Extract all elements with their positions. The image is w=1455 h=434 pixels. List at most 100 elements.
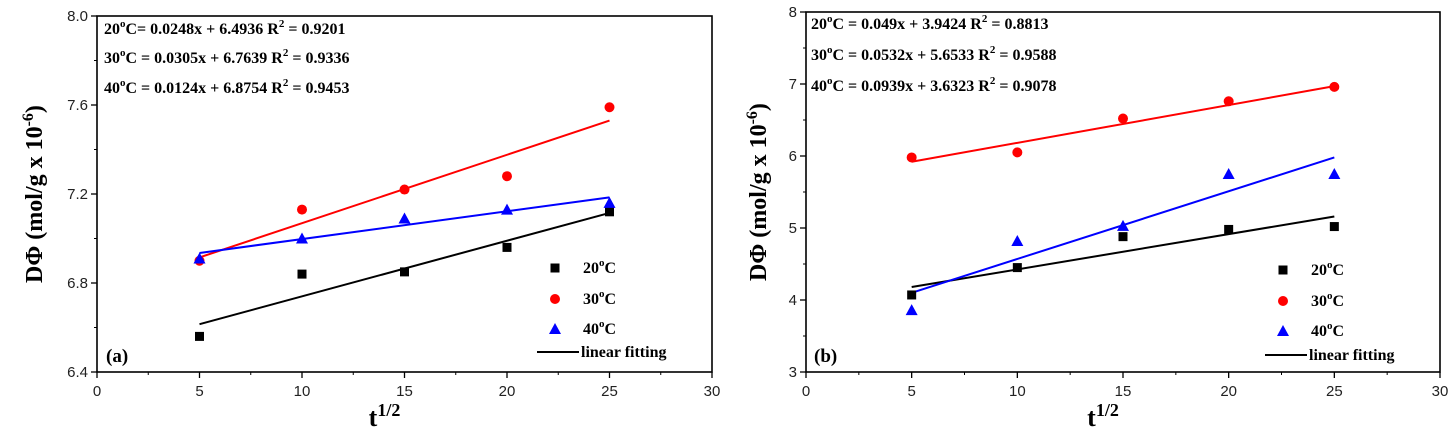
equation-temp: 30 bbox=[811, 47, 827, 64]
data-point-30C bbox=[297, 204, 307, 215]
data-point-40C bbox=[1222, 168, 1235, 179]
legend-fit-label: linear fitting bbox=[1309, 347, 1394, 364]
x-tick-label: 25 bbox=[1326, 383, 1343, 400]
data-point-20C bbox=[400, 267, 409, 277]
equation-body: C = 0.0305x + 6.7639 R bbox=[126, 50, 284, 67]
y-axis-label-sup: -6 bbox=[744, 111, 761, 124]
y-tick-label: 6.8 bbox=[67, 275, 88, 292]
legend-label-30C: 30oC bbox=[583, 288, 616, 308]
y-tick-label: 8.0 bbox=[67, 8, 88, 25]
equation-r2-sup: 2 bbox=[283, 77, 289, 89]
data-point-20C bbox=[1224, 224, 1234, 234]
fit-equation: 30oC = 0.0532x + 5.6533 R2 = 0.9588 bbox=[811, 44, 1056, 64]
fit-equation: 40oC = 0.0939x + 3.6323 R2 = 0.9078 bbox=[811, 75, 1056, 95]
y-tick-label: 3 bbox=[789, 364, 797, 381]
equation-body: C = 0.0532x + 5.6533 R bbox=[833, 47, 991, 64]
panel-label: (a) bbox=[106, 346, 128, 367]
data-point-30C bbox=[1118, 113, 1128, 124]
data-point-30C bbox=[906, 152, 917, 163]
data-point-40C bbox=[1117, 219, 1129, 231]
equation-body: C = 0.049x + 3.9424 R bbox=[833, 16, 983, 33]
legend-unit: C bbox=[1333, 262, 1345, 279]
equation-body: C = 0.0939x + 3.6323 R bbox=[833, 78, 991, 95]
legend-temp: 20 bbox=[1311, 262, 1327, 279]
equation-r2-value: = 0.8813 bbox=[987, 16, 1048, 33]
legend-degree: o bbox=[599, 288, 605, 300]
equation-degree: o bbox=[120, 18, 126, 30]
fit-line-20C bbox=[911, 215, 1335, 289]
panel-label: (b) bbox=[814, 346, 837, 367]
y-tick-label: 7.6 bbox=[67, 97, 88, 114]
y-tick-label: 5 bbox=[789, 220, 797, 237]
data-point-40C bbox=[603, 196, 616, 208]
legend-label-40C: 40oC bbox=[1311, 320, 1344, 340]
x-tick-label: 25 bbox=[601, 383, 618, 400]
x-axis-label-sup: 1/2 bbox=[377, 400, 400, 420]
x-axis-label-text: t bbox=[369, 403, 378, 432]
data-point-20C bbox=[605, 207, 614, 217]
legend-temp: 40 bbox=[583, 321, 599, 338]
legend-label-30C: 30oC bbox=[1311, 290, 1344, 310]
equation-degree: o bbox=[120, 77, 126, 89]
data-point-30C bbox=[604, 102, 615, 113]
equation-r2-value: = 0.9201 bbox=[284, 21, 345, 38]
data-point-40C bbox=[193, 252, 206, 264]
legend-unit: C bbox=[605, 291, 617, 308]
data-point-20C bbox=[907, 290, 917, 300]
data-point-40C bbox=[501, 203, 513, 215]
legend-label-20C: 20oC bbox=[1311, 259, 1344, 279]
y-tick-label: 7.2 bbox=[67, 186, 88, 203]
data-point-40C bbox=[905, 304, 918, 316]
plot-frame bbox=[805, 11, 1441, 373]
equation-r2-sup: 2 bbox=[283, 47, 289, 59]
data-point-30C bbox=[1012, 147, 1023, 158]
x-tick-label: 30 bbox=[704, 383, 721, 400]
x-tick-label: 10 bbox=[1009, 383, 1026, 400]
x-tick-label: 15 bbox=[1115, 383, 1132, 400]
equation-r2-sup: 2 bbox=[990, 44, 996, 56]
x-tick-label: 10 bbox=[294, 383, 311, 400]
legend-marker-30C bbox=[1278, 296, 1288, 306]
fit-line-40C bbox=[199, 196, 610, 254]
equation-temp: 40 bbox=[104, 80, 120, 97]
y-tick-label: 8 bbox=[789, 4, 797, 21]
data-point-30C bbox=[1223, 96, 1234, 107]
legend-temp: 30 bbox=[1311, 293, 1327, 310]
x-tick-label: 5 bbox=[195, 383, 203, 400]
x-tick-label: 15 bbox=[396, 383, 413, 400]
x-tick-label: 5 bbox=[907, 383, 915, 400]
equation-temp: 30 bbox=[104, 50, 120, 67]
x-axis-label-sup: 1/2 bbox=[1096, 400, 1119, 420]
fit-equation: 20oC = 0.049x + 3.9424 R2 = 0.8813 bbox=[811, 13, 1048, 33]
x-tick-label: 0 bbox=[802, 383, 810, 400]
equation-temp: 40 bbox=[811, 78, 827, 95]
data-point-30C bbox=[399, 184, 410, 195]
equation-temp: 20 bbox=[811, 16, 827, 33]
legend-unit: C bbox=[605, 321, 617, 338]
legend-temp: 20 bbox=[583, 260, 599, 277]
x-tick-label: 20 bbox=[499, 383, 516, 400]
legend-degree: o bbox=[1327, 259, 1333, 271]
data-point-30C bbox=[1329, 81, 1340, 92]
data-point-40C bbox=[1011, 234, 1024, 246]
legend-marker-20C bbox=[550, 263, 560, 273]
legend-degree: o bbox=[599, 257, 605, 269]
legend-label-20C: 20oC bbox=[583, 257, 616, 277]
x-tick-label: 30 bbox=[1432, 383, 1449, 400]
y-axis-label-text: DΦ (mol/g x 10 bbox=[746, 124, 772, 281]
equation-body: C= 0.0248x + 6.4936 R bbox=[126, 21, 280, 38]
legend-marker-30C bbox=[550, 294, 560, 304]
x-axis-label-text: t bbox=[1087, 403, 1096, 432]
equation-r2-value: = 0.9336 bbox=[288, 50, 349, 67]
y-axis-label: DΦ (mol/g x 10-6) bbox=[20, 105, 48, 283]
data-point-20C bbox=[1329, 222, 1339, 232]
y-axis-label-sup: -6 bbox=[20, 113, 37, 126]
equation-r2-value: = 0.9588 bbox=[995, 47, 1056, 64]
equation-degree: o bbox=[827, 75, 833, 87]
y-axis-label-close: ) bbox=[22, 105, 48, 113]
y-axis-label-text: DΦ (mol/g x 10 bbox=[22, 126, 48, 283]
y-tick-label: 4 bbox=[789, 292, 797, 309]
fit-line-30C bbox=[911, 85, 1335, 163]
legend-marker-40C bbox=[549, 323, 561, 334]
